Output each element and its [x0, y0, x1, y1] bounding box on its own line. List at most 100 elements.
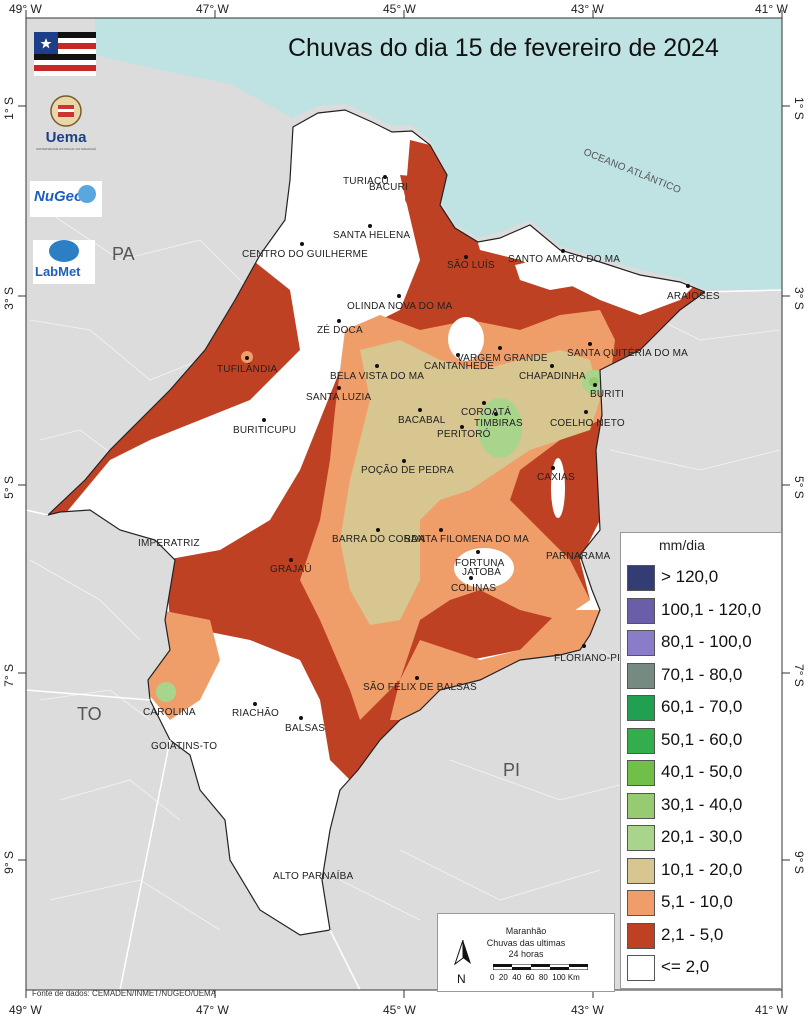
legend-swatch — [627, 955, 655, 981]
legend-label: 10,1 - 20,0 — [661, 859, 743, 879]
legend-label: 100,1 - 120,0 — [661, 599, 762, 619]
map-info-box: Maranhão Chuvas das ultimas 24 horas N 0… — [437, 913, 615, 992]
city-label: SÃO FÉLIX DE BALSAS — [363, 682, 477, 693]
tick-right-5s: 5° S — [792, 476, 806, 499]
legend-label: <= 2,0 — [661, 957, 710, 976]
uema-crest-icon — [50, 95, 82, 127]
legend-item: 10,1 - 20,0 — [627, 856, 777, 886]
legend-label: 70,1 - 80,0 — [661, 664, 743, 684]
legend-item: 50,1 - 60,0 — [627, 726, 777, 756]
state-borders — [25, 289, 783, 991]
legend-item: 40,1 - 50,0 — [627, 758, 777, 788]
legend-label: 40,1 - 50,0 — [661, 762, 743, 781]
city-label: CAROLINA — [143, 707, 196, 718]
city-label: TUFILÂNDIA — [217, 364, 278, 375]
city-label: ZÉ DOCA — [317, 325, 363, 336]
legend-label: 30,1 - 40,0 — [661, 794, 743, 814]
legend-swatch — [627, 662, 655, 689]
cloud-icon — [49, 240, 79, 262]
labmet-logo: LabMet — [33, 240, 95, 284]
tick-left-1s: 1° S — [2, 97, 16, 120]
city-label: COLINAS — [451, 583, 497, 594]
tick-bottom-47w: 47° W — [196, 1003, 229, 1017]
legend-label: 2,1 - 5,0 — [661, 924, 724, 944]
city-label: BARRA DO CORDA — [332, 534, 426, 545]
labmet-wordmark: LabMet — [35, 264, 81, 279]
legend-item: 2,1 - 5,0 — [627, 921, 777, 951]
legend-swatch — [627, 565, 655, 591]
legend-item: <= 2,0 — [627, 953, 777, 983]
scale-bar — [493, 964, 588, 970]
data-source: Fonte de dados: CEMADEN/INMET/NUGEO/UEMA — [32, 989, 217, 998]
legend-item: 20,1 - 30,0 — [627, 823, 777, 853]
city-label: BACURI — [369, 182, 408, 193]
legend: mm/dia > 120,0 100,1 - 120,0 80,1 - 100,0 7… — [620, 532, 782, 989]
city-label: BACABAL — [398, 415, 446, 426]
legend-label: 60,1 - 70,0 — [661, 697, 743, 716]
info-caption: Chuvas das ultimas — [486, 938, 566, 948]
north-arrow-icon — [454, 940, 471, 966]
uema-subtitle: UNIVERSIDADE ESTADUAL DO MARANHÃO — [36, 147, 96, 151]
tick-top-47w: 47° W — [196, 2, 229, 16]
legend-swatch — [627, 695, 655, 721]
city-label: SANTO AMARO DO MA — [508, 254, 621, 265]
city-label: SANTA LUZIA — [306, 392, 372, 403]
city-label: CAXIAS — [537, 472, 575, 483]
precip-zones — [48, 140, 705, 790]
city-label: VARGEM GRANDE — [457, 353, 548, 364]
uema-logo: Uema UNIVERSIDADE ESTADUAL DO MARANHÃO — [36, 93, 96, 155]
city-label: POÇÃO DE PEDRA — [361, 465, 454, 476]
tick-bottom-49w: 49° W — [9, 1003, 42, 1017]
legend-swatch — [627, 792, 655, 819]
nugeo-logo: NuGeo — [30, 181, 102, 217]
tick-top-41w: 41° W — [755, 2, 788, 16]
city-label: SANTA QUITÉRIA DO MA — [567, 348, 689, 359]
city-label: TURIAÇU — [343, 176, 389, 187]
info-region: Maranhão — [505, 926, 547, 936]
tick-bottom-43w: 43° W — [571, 1003, 604, 1017]
city-label: COROATÁ — [461, 407, 512, 418]
city-label: COELHO NETO — [550, 418, 625, 429]
uema-wordmark: Uema — [45, 129, 87, 146]
region-label-to: TO — [77, 704, 102, 724]
legend-label: 50,1 - 60,0 — [661, 729, 743, 749]
graticule-ticks — [18, 10, 790, 998]
tick-left-9s: 9° S — [2, 851, 16, 874]
ocean — [95, 18, 782, 290]
tick-right-1s: 1° S — [792, 97, 806, 120]
tick-bottom-45w: 45° W — [383, 1003, 416, 1017]
legend-item: 60,1 - 70,0 — [627, 693, 777, 723]
map-title: Chuvas do dia 15 de fevereiro de 2024 — [288, 34, 719, 62]
legend-swatch — [627, 727, 655, 754]
legend-item: 80,1 - 100,0 — [627, 628, 777, 658]
city-label: CHAPADINHA — [519, 371, 586, 382]
city-label: PARNARAMA — [546, 551, 611, 562]
legend-swatch — [627, 922, 655, 949]
tick-top-45w: 45° W — [383, 2, 416, 16]
tick-bottom-41w: 41° W — [755, 1003, 788, 1017]
city-label: FLORIANO-PI — [554, 653, 621, 664]
city-label: GRAJAÚ — [270, 564, 312, 575]
city-points — [245, 175, 690, 720]
city-label: FORTUNA — [455, 558, 505, 569]
globe-icon — [78, 185, 96, 203]
city-label: BURITICUPU — [233, 425, 297, 436]
city-label: IMPERATRIZ — [138, 538, 200, 549]
legend-swatch — [627, 630, 655, 656]
legend-item: > 120,0 — [627, 563, 777, 593]
maranhao-flag-icon — [34, 32, 96, 76]
legend-item: 5,1 - 10,0 — [627, 888, 777, 918]
city-label: GOIATINS-TO — [151, 741, 218, 752]
city-label: PERITORÓ — [437, 429, 491, 440]
region-label-pa: PA — [112, 244, 135, 264]
city-label: ARAIOSES — [667, 291, 720, 302]
nugeo-wordmark: NuGeo — [34, 188, 84, 205]
legend-swatch — [627, 890, 655, 916]
north-label: N — [457, 972, 466, 986]
city-label: JATOBÁ — [462, 567, 502, 578]
city-label: BALSAS — [285, 723, 326, 734]
city-label: OLINDA NOVA DO MA — [347, 301, 453, 312]
legend-label: 80,1 - 100,0 — [661, 632, 752, 651]
